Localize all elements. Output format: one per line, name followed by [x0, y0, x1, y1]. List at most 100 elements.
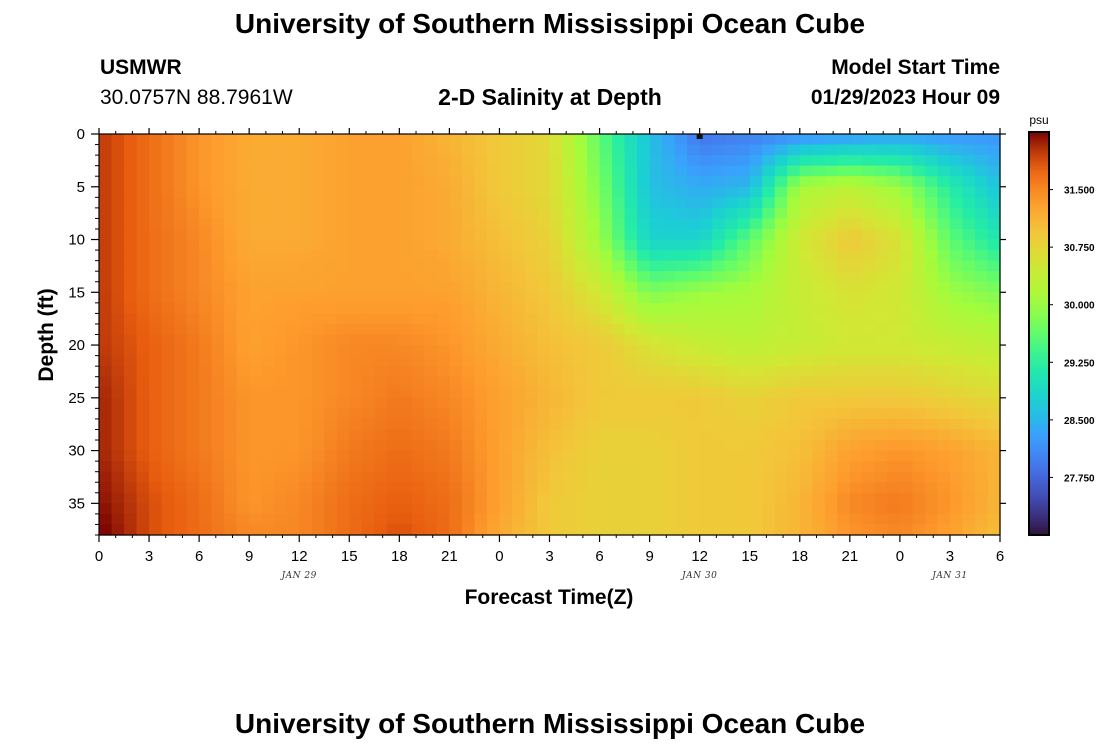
heatmap-cell [612, 408, 626, 420]
heatmap-cell [286, 239, 300, 251]
heatmap-cell [186, 397, 200, 409]
heatmap-cell [374, 429, 388, 441]
heatmap-cell [311, 186, 325, 198]
heatmap-cell [461, 134, 476, 146]
heatmap-cell [624, 155, 638, 167]
heatmap-cell [261, 376, 275, 388]
heatmap-cell [712, 260, 726, 272]
heatmap-cell [562, 440, 576, 452]
heatmap-cell [837, 376, 851, 388]
heatmap-cell [724, 429, 738, 441]
heatmap-cell [899, 165, 913, 177]
x-tick-label: 3 [545, 548, 553, 565]
heatmap-cell [99, 355, 113, 367]
heatmap-cell [624, 345, 638, 357]
heatmap-cell [562, 323, 576, 336]
y-tick-label: 20 [68, 337, 85, 354]
heatmap-cell [699, 197, 713, 209]
heatmap-cell [899, 450, 913, 462]
heatmap-cell [674, 186, 688, 198]
heatmap-cell [486, 218, 501, 230]
heatmap-cell [424, 186, 438, 198]
heatmap-cell [361, 176, 375, 188]
heatmap-cell [511, 207, 526, 220]
heatmap-cell [949, 429, 964, 441]
heatmap-cell [336, 207, 350, 220]
heatmap-cell [662, 429, 676, 441]
heatmap-cell [224, 302, 238, 314]
heatmap-cell [699, 144, 713, 156]
heatmap-cell [524, 334, 538, 346]
heatmap-cell [286, 397, 300, 409]
heatmap-cell [574, 482, 588, 494]
heatmap-cell [399, 134, 413, 146]
heatmap-cell [949, 134, 964, 146]
heatmap-cell [286, 334, 300, 346]
heatmap-cell [624, 366, 638, 378]
heatmap-cell [812, 471, 826, 483]
heatmap-cell [336, 513, 350, 526]
heatmap-cell [924, 207, 939, 220]
heatmap-cell [837, 271, 851, 283]
heatmap-cell [762, 186, 776, 198]
heatmap-cell [261, 302, 275, 314]
heatmap-cell [862, 482, 876, 494]
heatmap-cell [386, 313, 400, 325]
heatmap-cell [612, 345, 626, 357]
heatmap-cell [124, 366, 138, 378]
heatmap-cell [361, 207, 375, 220]
heatmap-cell [411, 471, 425, 483]
heatmap-cell [724, 492, 738, 504]
heatmap-cell [899, 260, 913, 272]
heatmap-cell [849, 397, 863, 409]
heatmap-cell [124, 440, 138, 452]
heatmap-cell [524, 440, 538, 452]
heatmap-cell [161, 418, 175, 431]
heatmap-cell [762, 355, 776, 367]
heatmap-cell [536, 492, 551, 504]
heatmap-cell [411, 239, 425, 251]
heatmap-cell [962, 197, 976, 209]
heatmap-cell [549, 271, 563, 283]
heatmap-cell [161, 482, 175, 494]
heatmap-cell [987, 387, 1001, 399]
heatmap-cell [549, 250, 563, 262]
heatmap-cell [411, 482, 425, 494]
heatmap-cell [824, 260, 838, 272]
heatmap-cell [962, 313, 976, 325]
heatmap-cell [449, 302, 463, 314]
heatmap-cell [974, 250, 989, 262]
heatmap-cell [974, 144, 989, 156]
heatmap-cell [436, 376, 450, 388]
heatmap-cell [474, 450, 488, 462]
heatmap-cell [612, 218, 626, 230]
heatmap-cell [536, 228, 551, 241]
heatmap-cell [949, 345, 964, 357]
heatmap-cell [612, 144, 626, 156]
heatmap-cell [599, 155, 613, 167]
heatmap-cell [324, 461, 338, 473]
heatmap-cell [587, 355, 601, 367]
heatmap-cell [449, 197, 463, 209]
heatmap-cell [587, 387, 601, 399]
heatmap-cell [374, 323, 388, 336]
heatmap-cell [524, 186, 538, 198]
heatmap-cell [549, 239, 563, 251]
heatmap-cell [324, 513, 338, 526]
heatmap-cell [536, 345, 551, 357]
heatmap-cell [887, 218, 901, 230]
heatmap-cell [924, 281, 939, 293]
heatmap-cell [974, 271, 989, 283]
heatmap-cell [987, 366, 1001, 378]
heatmap-cell [849, 144, 863, 156]
heatmap-cell [624, 281, 638, 293]
heatmap-cell [649, 376, 663, 388]
heatmap-cell [324, 492, 338, 504]
heatmap-cell [361, 366, 375, 378]
heatmap-cell [987, 513, 1001, 526]
heatmap-cell [349, 471, 363, 483]
heatmap-cell [424, 134, 438, 146]
heatmap-cell [787, 450, 801, 462]
heatmap-cell [674, 376, 688, 388]
heatmap-cell [912, 228, 926, 241]
